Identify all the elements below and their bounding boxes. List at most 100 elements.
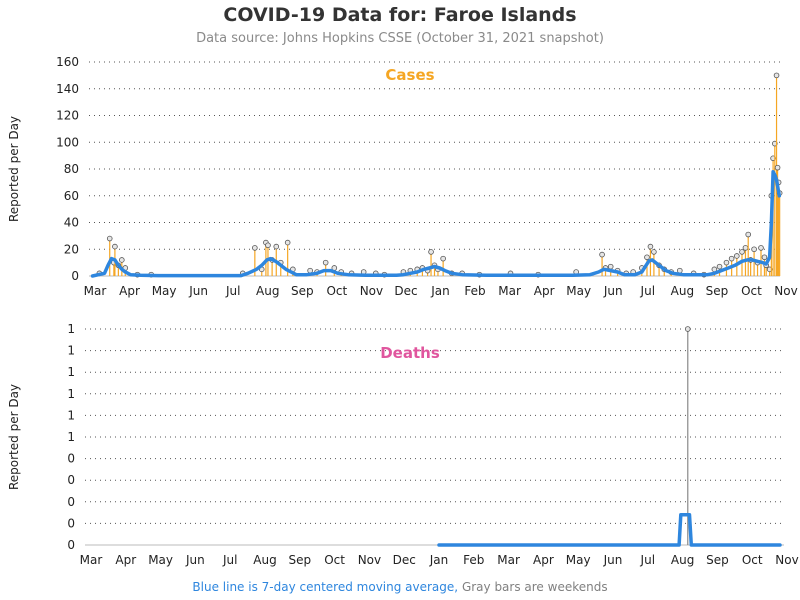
data-point <box>751 246 757 253</box>
x-tick-label: May <box>566 284 591 298</box>
data-point <box>773 72 780 79</box>
moving-average-line <box>90 169 782 278</box>
y-tick-label: 0 <box>67 538 75 552</box>
x-tick-label: Dec <box>394 284 417 298</box>
x-tick-label: Nov <box>774 284 797 298</box>
data-point <box>252 245 258 251</box>
data-point <box>742 245 749 251</box>
x-tick-label: Jun <box>603 553 623 567</box>
x-tick-label: Jun <box>188 284 208 298</box>
data-point <box>723 259 730 266</box>
y-tick-label: 1 <box>67 408 75 422</box>
x-tick-label: Jul <box>640 284 655 298</box>
y-tick-label: 140 <box>56 82 79 96</box>
data-point <box>774 164 781 171</box>
x-tick-label: Sep <box>288 553 311 567</box>
y-tick-label: 160 <box>56 55 79 69</box>
x-tick-label: Jun <box>603 284 623 298</box>
x-tick-label: Feb <box>463 553 484 567</box>
x-tick-label: Apr <box>533 553 554 567</box>
y-tick-label: 20 <box>64 242 79 256</box>
y-tick-label: 0 <box>67 473 75 487</box>
y-tick-label: 80 <box>64 162 79 176</box>
data-point <box>745 231 752 238</box>
data-point <box>647 243 654 250</box>
y-tick-label: 1 <box>67 344 75 358</box>
panel-title: Cases <box>385 66 434 84</box>
x-tick-label: Jul <box>222 553 237 567</box>
y-tick-label: 60 <box>64 189 79 203</box>
x-tick-label: Sep <box>706 553 729 567</box>
data-point <box>761 254 768 261</box>
data-point <box>739 249 745 255</box>
data-point <box>273 243 280 250</box>
x-tick-label: Nov <box>360 284 383 298</box>
data-point <box>651 249 657 255</box>
deaths-panel: 0 0 0 0 0 1 1 1 1 1 1 Mar Apr May Jun Jul Aug Sep Oct Nov De… <box>7 322 799 567</box>
x-tick-label: Jul <box>640 553 655 567</box>
x-tick-label: May <box>152 284 177 298</box>
x-tick-label: Oct <box>742 553 763 567</box>
data-point <box>265 242 271 249</box>
y-tick-label: 1 <box>67 430 75 444</box>
y-axis-label: Reported per Day <box>7 116 21 222</box>
x-tick-label: Aug <box>253 553 276 567</box>
data-point <box>734 253 740 259</box>
x-tick-label: Mar <box>84 284 107 298</box>
data-point <box>644 254 650 261</box>
cases-panel: 0 20 40 60 80 100 120 140 160 Mar Apr May Jun Jul Aug S… <box>7 55 798 298</box>
y-axis-label: Reported per Day <box>7 384 21 490</box>
data-point <box>599 251 605 258</box>
footer-average-note: Blue line is 7-day centered moving avera… <box>192 580 459 594</box>
y-tick-label: 120 <box>56 109 79 123</box>
x-tick-label: Apr <box>119 284 140 298</box>
y-tick-label: 0 <box>67 516 75 530</box>
x-tick-label: Oct <box>326 284 347 298</box>
x-tick-label: Nov <box>775 553 798 567</box>
x-tick-label: Oct <box>324 553 345 567</box>
x-tick-label: Mar <box>497 553 520 567</box>
x-tick-label: Aug <box>671 284 694 298</box>
x-tick-label: Sep <box>291 284 314 298</box>
chart-footer: Blue line is 7-day centered moving avera… <box>0 580 800 594</box>
y-tick-label: 0 <box>67 495 75 509</box>
x-tick-label: Jul <box>225 284 240 298</box>
x-tick-label: Oct <box>741 284 762 298</box>
data-point <box>428 249 434 255</box>
footer-weekend-note: Gray bars are weekends <box>461 580 608 594</box>
x-tick-label: Nov <box>358 553 381 567</box>
data-point <box>119 257 125 263</box>
panel-title: Deaths <box>380 344 440 362</box>
data-point <box>607 263 614 270</box>
x-tick-label: May <box>148 553 173 567</box>
x-tick-label: Apr <box>534 284 555 298</box>
x-tick-label: Jun <box>185 553 205 567</box>
x-tick-label: Jan <box>429 553 449 567</box>
data-point <box>758 245 764 251</box>
y-tick-label: 1 <box>67 387 75 401</box>
data-point <box>684 326 691 332</box>
x-tick-label: Jan <box>430 284 450 298</box>
y-tick-label: 100 <box>56 135 79 149</box>
x-tick-label: Sep <box>706 284 729 298</box>
moving-average-line <box>437 513 782 547</box>
x-tick-label: Feb <box>464 284 485 298</box>
data-point <box>106 235 113 242</box>
x-tick-label: Mar <box>80 553 103 567</box>
data-point <box>284 239 291 246</box>
data-point <box>716 263 723 270</box>
x-tick-label: Apr <box>115 553 136 567</box>
data-point <box>112 243 118 250</box>
x-tick-label: Dec <box>393 553 416 567</box>
data-point <box>322 259 329 266</box>
data-point <box>728 255 735 262</box>
y-tick-label: 40 <box>64 216 79 230</box>
x-tick-label: May <box>566 553 591 567</box>
x-tick-label: Aug <box>256 284 279 298</box>
y-tick-label: 0 <box>71 269 79 283</box>
x-tick-label: Aug <box>671 553 694 567</box>
y-tick-label: 1 <box>67 322 75 336</box>
x-tick-label: Mar <box>498 284 521 298</box>
data-point <box>440 255 446 262</box>
